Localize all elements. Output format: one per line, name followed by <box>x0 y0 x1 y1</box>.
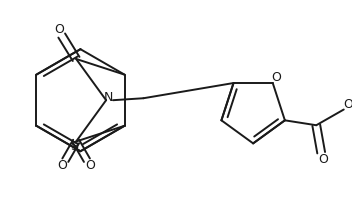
Text: O: O <box>57 159 67 172</box>
Text: O: O <box>344 98 352 111</box>
Text: O: O <box>271 71 281 84</box>
Text: O: O <box>85 159 95 172</box>
Text: O: O <box>318 153 328 166</box>
Text: S: S <box>70 140 78 153</box>
Text: N: N <box>103 91 113 104</box>
Text: O: O <box>54 23 64 36</box>
